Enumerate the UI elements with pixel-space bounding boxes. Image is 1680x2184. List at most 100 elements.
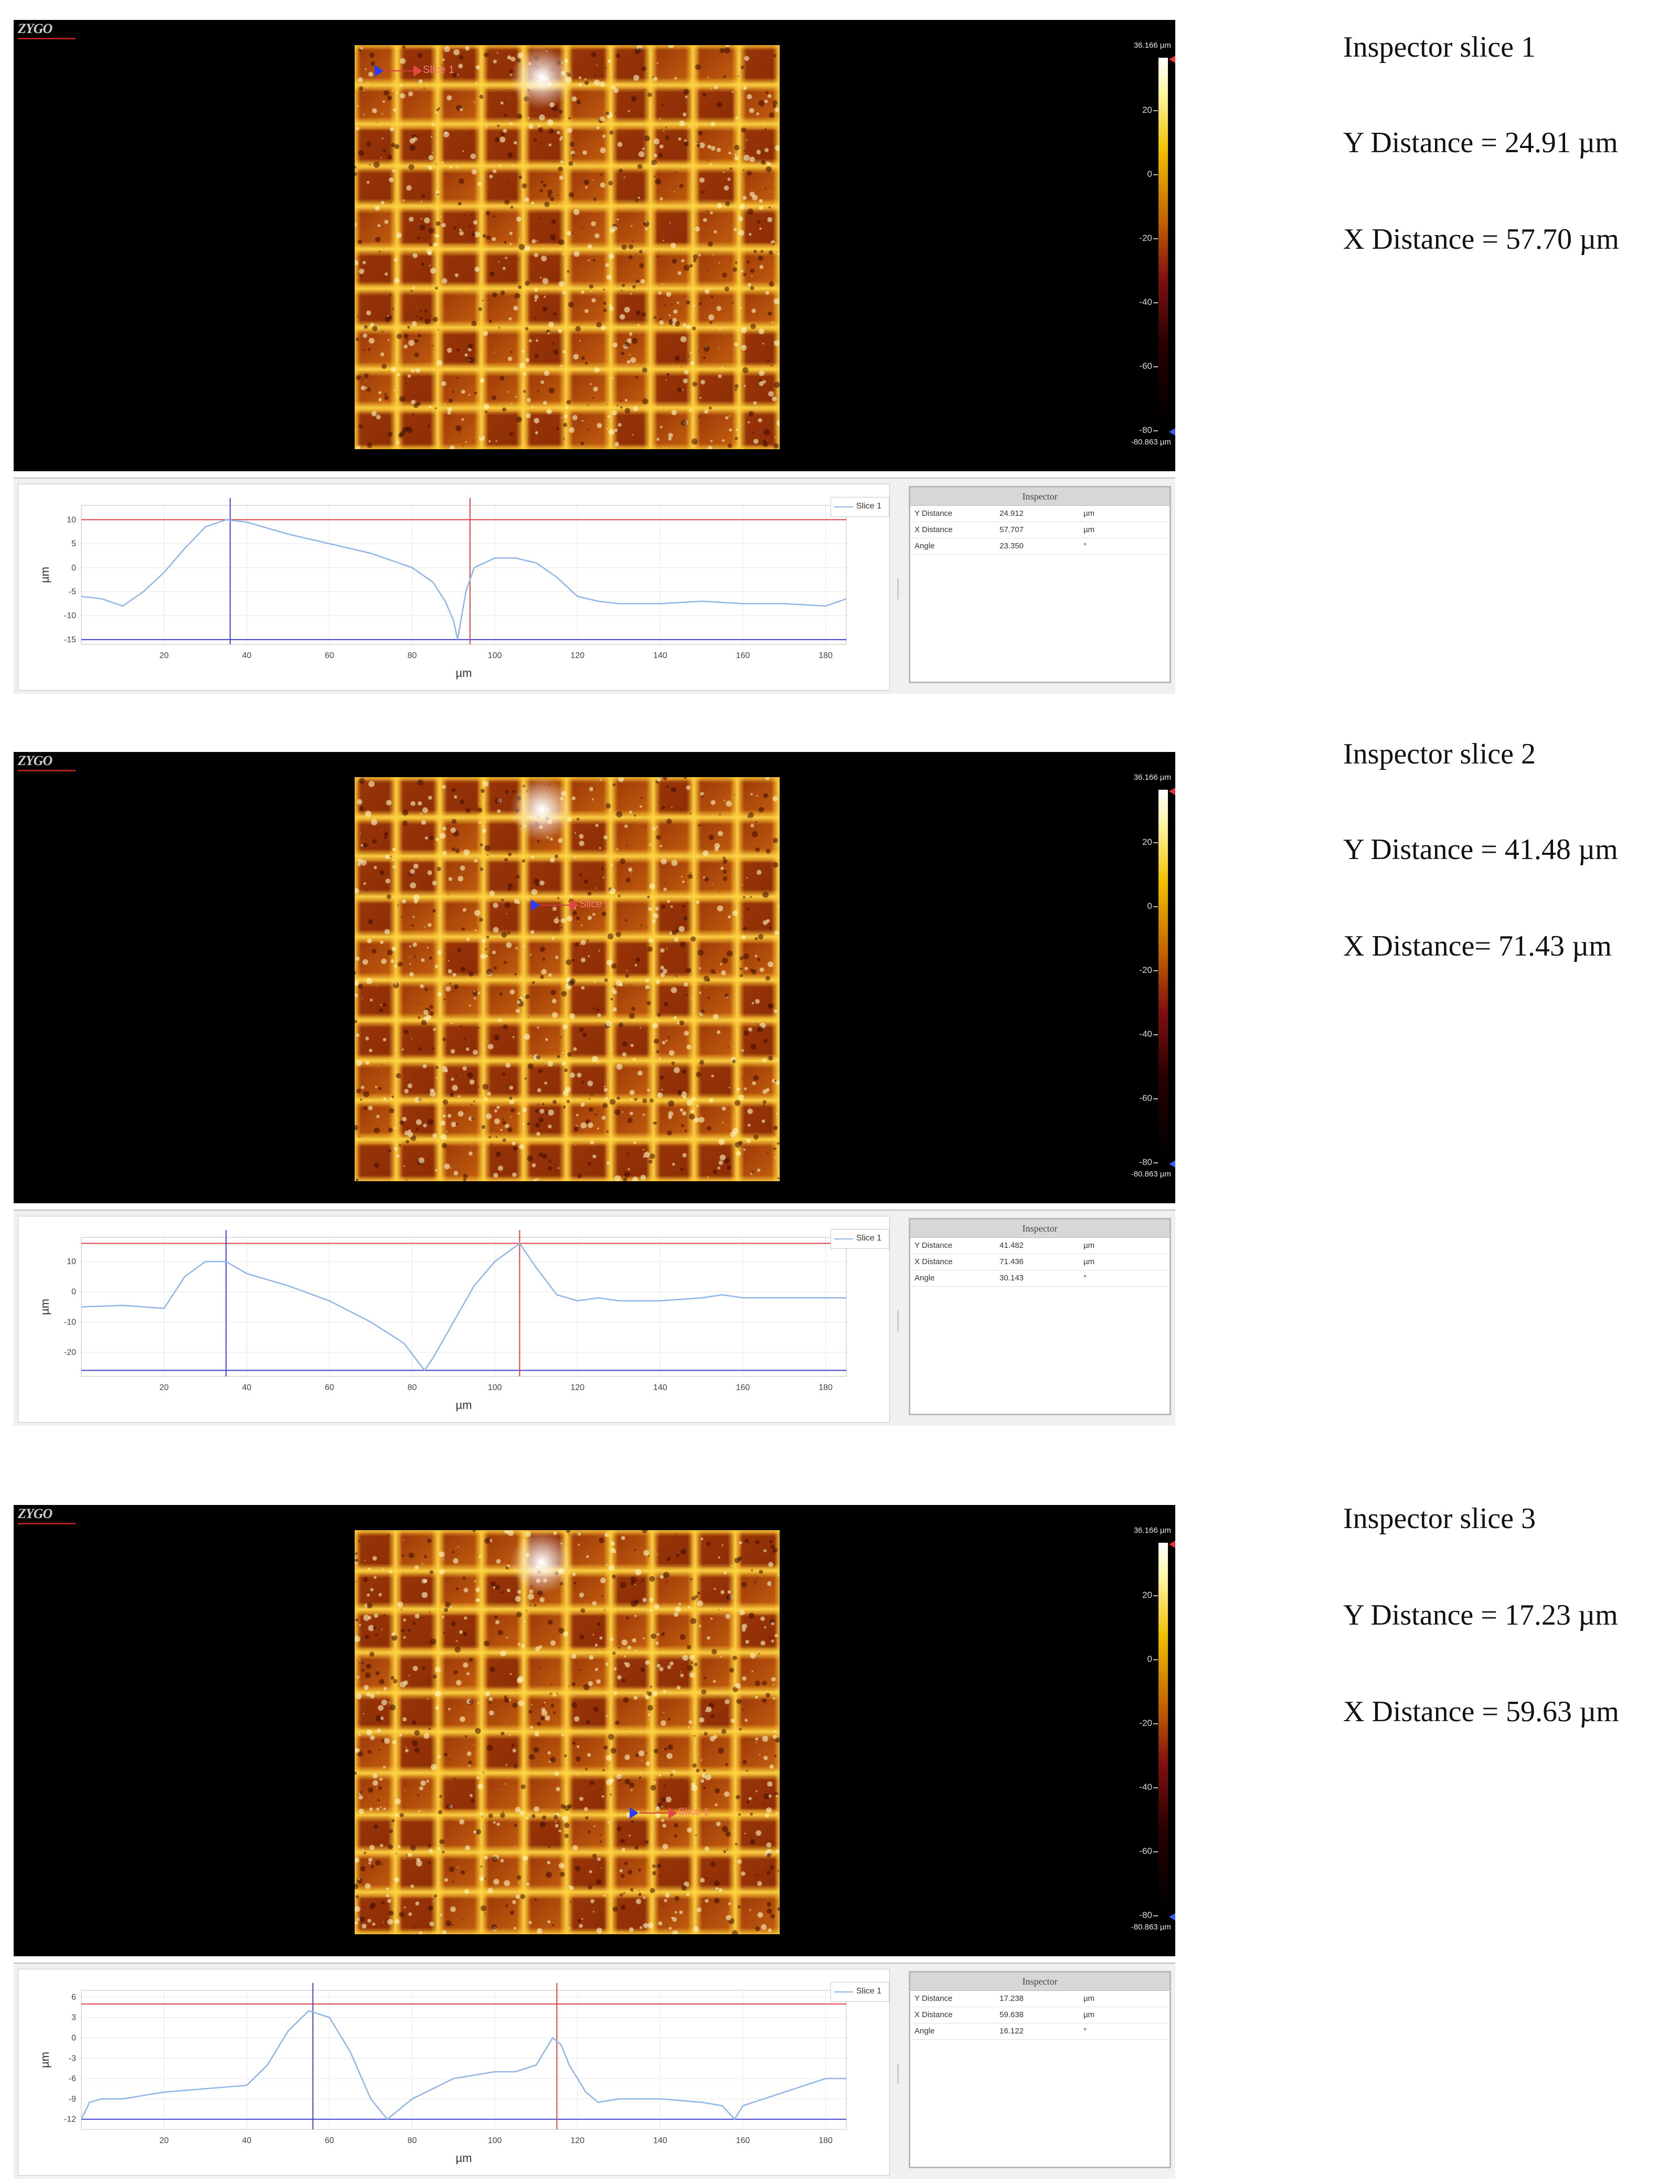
colorbar-tick-label: 20 <box>1142 837 1152 847</box>
panel-splitter[interactable] <box>897 1310 899 1331</box>
colorbar-tick <box>1153 366 1158 367</box>
colorbar-min-arrow-icon[interactable] <box>1169 1913 1175 1921</box>
inspector-row[interactable]: Angle 16.122 ° <box>910 2023 1169 2040</box>
note-line: X Distance= 71.43 µm <box>1343 930 1612 962</box>
colorbar-tick <box>1153 430 1158 431</box>
panel-splitter[interactable] <box>897 578 899 599</box>
colorbar-tick-label: -20 <box>1139 965 1152 975</box>
x-tick-label: 100 <box>488 1383 502 1392</box>
x-tick-label: 140 <box>653 1383 667 1392</box>
surface-viewer[interactable]: ZYGO 36.166 µm 20 0 -20 -40 -60 -80 -80.863 µm <box>14 20 1175 471</box>
y-tick-label: 6 <box>71 1993 76 2002</box>
colorbar-tick-label: 0 <box>1147 1654 1152 1664</box>
profile-chart-svg: 20 40 60 80 100 120 140 160 180 10 5 0 -5 -10 -15 µm µm <box>38 498 847 680</box>
inspector-value: 59.638 <box>1000 2010 1024 2019</box>
y-tick-label: -12 <box>64 2115 76 2124</box>
surface-height-map[interactable] <box>355 45 780 449</box>
zygo-logo: ZYGO <box>18 753 52 768</box>
slice-start-icon[interactable] <box>375 65 384 77</box>
y-tick-label: -3 <box>69 2054 76 2063</box>
colorbar <box>1158 1543 1168 1910</box>
note-line: Inspector slice 3 <box>1343 1502 1536 1535</box>
colorbar-min-arrow-icon[interactable] <box>1169 1160 1175 1168</box>
colorbar-tick <box>1153 1787 1158 1788</box>
slice-marker[interactable]: Slice 1 <box>531 897 631 913</box>
slice-start-icon[interactable] <box>531 899 540 911</box>
slice-end-icon[interactable] <box>668 1807 677 1819</box>
surface-height-map[interactable] <box>355 777 780 1181</box>
surface-height-map[interactable] <box>355 1530 780 1934</box>
slice-end-icon[interactable] <box>570 899 579 911</box>
slice-start-icon[interactable] <box>630 1807 639 1819</box>
x-axis-label: µm <box>455 666 472 680</box>
colorbar-max-arrow-icon[interactable] <box>1169 56 1175 63</box>
inspector-row[interactable]: X Distance 59.638 µm <box>910 2007 1169 2023</box>
colorbar-max-arrow-icon[interactable] <box>1169 788 1175 795</box>
colorbar-max-label: 36.166 µm <box>1133 41 1171 50</box>
colorbar-max-label: 36.166 µm <box>1133 773 1171 782</box>
inspector-unit: µm <box>1083 509 1095 518</box>
colorbar-tick <box>1153 906 1158 907</box>
colorbar-max-label: 36.166 µm <box>1133 1526 1171 1535</box>
x-tick-label: 160 <box>736 651 750 660</box>
x-tick-label: 140 <box>653 651 667 660</box>
colorbar-tick <box>1153 1162 1158 1163</box>
slice-marker[interactable]: Slice 1 <box>375 63 474 79</box>
inspector-unit: µm <box>1083 1257 1095 1266</box>
inspector-title: Inspector <box>910 1973 1169 1991</box>
y-tick-label: -9 <box>69 2095 76 2104</box>
legend-swatch <box>834 506 853 507</box>
slice-end-icon[interactable] <box>413 65 422 77</box>
colorbar-tick <box>1153 174 1158 175</box>
profile-plot[interactable]: 20 40 60 80 100 120 140 160 180 6 3 0 -3 -6 -9 -12 µm µm S… <box>18 1969 890 2176</box>
profile-section: 20 40 60 80 100 120 140 160 180 10 5 0 -5 -10 -15 µm µm S… <box>14 478 1175 694</box>
y-axis-label: µm <box>38 1299 51 1315</box>
inspector-key: Y Distance <box>915 1994 953 2003</box>
slice-marker[interactable]: Slice 1 <box>630 1805 729 1821</box>
colorbar-min-arrow-icon[interactable] <box>1169 428 1175 436</box>
note-line: Y Distance = 24.91 µm <box>1343 126 1618 159</box>
inspector-row[interactable]: Y Distance 24.912 µm <box>910 506 1169 522</box>
plot-frame <box>81 1237 847 1377</box>
note-line: Inspector slice 2 <box>1343 738 1536 770</box>
slice-line <box>639 1812 669 1814</box>
colorbar-tick-label: -60 <box>1139 1846 1152 1856</box>
x-tick-label: 80 <box>408 2136 417 2145</box>
inspector-value: 23.350 <box>1000 542 1024 550</box>
y-axis-label: µm <box>38 567 51 583</box>
inspector-row[interactable]: Angle 30.143 ° <box>910 1270 1169 1287</box>
colorbar-tick-label: -80 <box>1139 425 1152 435</box>
colorbar <box>1158 58 1168 425</box>
surface-viewer[interactable]: ZYGO 36.166 µm 20 0 -20 -40 -60 -80 -80.863 µm <box>14 1505 1175 1956</box>
x-tick-label: 120 <box>570 651 584 660</box>
slice-label: Slice 1 <box>579 898 611 910</box>
slice-line <box>540 905 571 906</box>
colorbar-tick <box>1153 1098 1158 1099</box>
legend-label: Slice 1 <box>856 1234 882 1243</box>
colorbar-tick <box>1153 970 1158 971</box>
inspector-row[interactable]: X Distance 71.436 µm <box>910 1254 1169 1270</box>
x-tick-label: 80 <box>408 1383 417 1392</box>
colorbar-min-label: -80.863 µm <box>1131 438 1171 447</box>
x-tick-label: 20 <box>160 2136 169 2145</box>
inspector-row[interactable]: Angle 23.350 ° <box>910 538 1169 555</box>
colorbar-max-arrow-icon[interactable] <box>1169 1541 1175 1548</box>
surface-viewer[interactable]: ZYGO 36.166 µm 20 0 -20 -40 -60 -80 -80.863 µm <box>14 752 1175 1203</box>
colorbar-min-label: -80.863 µm <box>1131 1170 1171 1179</box>
colorbar-tick-label: 0 <box>1147 169 1152 179</box>
inspector-key: Y Distance <box>915 509 953 518</box>
colorbar-tick-label: -40 <box>1139 297 1152 307</box>
profile-section: 20 40 60 80 100 120 140 160 180 6 3 0 -3 -6 -9 -12 µm µm S… <box>14 1963 1175 2179</box>
x-tick-label: 120 <box>570 2136 584 2145</box>
panel-splitter[interactable] <box>897 2063 899 2084</box>
inspector-row[interactable]: Y Distance 17.238 µm <box>910 1991 1169 2007</box>
slice-line <box>384 70 414 71</box>
y-tick-label: -6 <box>69 2074 76 2083</box>
profile-plot[interactable]: 20 40 60 80 100 120 140 160 180 10 0 -10 -20 µm µm Slic… <box>18 1216 890 1423</box>
profile-plot[interactable]: 20 40 60 80 100 120 140 160 180 10 5 0 -5 -10 -15 µm µm S… <box>18 484 890 691</box>
inspector-row[interactable]: Y Distance 41.482 µm <box>910 1238 1169 1254</box>
y-tick-label: -10 <box>64 611 76 620</box>
x-tick-label: 60 <box>325 1383 334 1392</box>
inspector-row[interactable]: X Distance 57.707 µm <box>910 522 1169 538</box>
